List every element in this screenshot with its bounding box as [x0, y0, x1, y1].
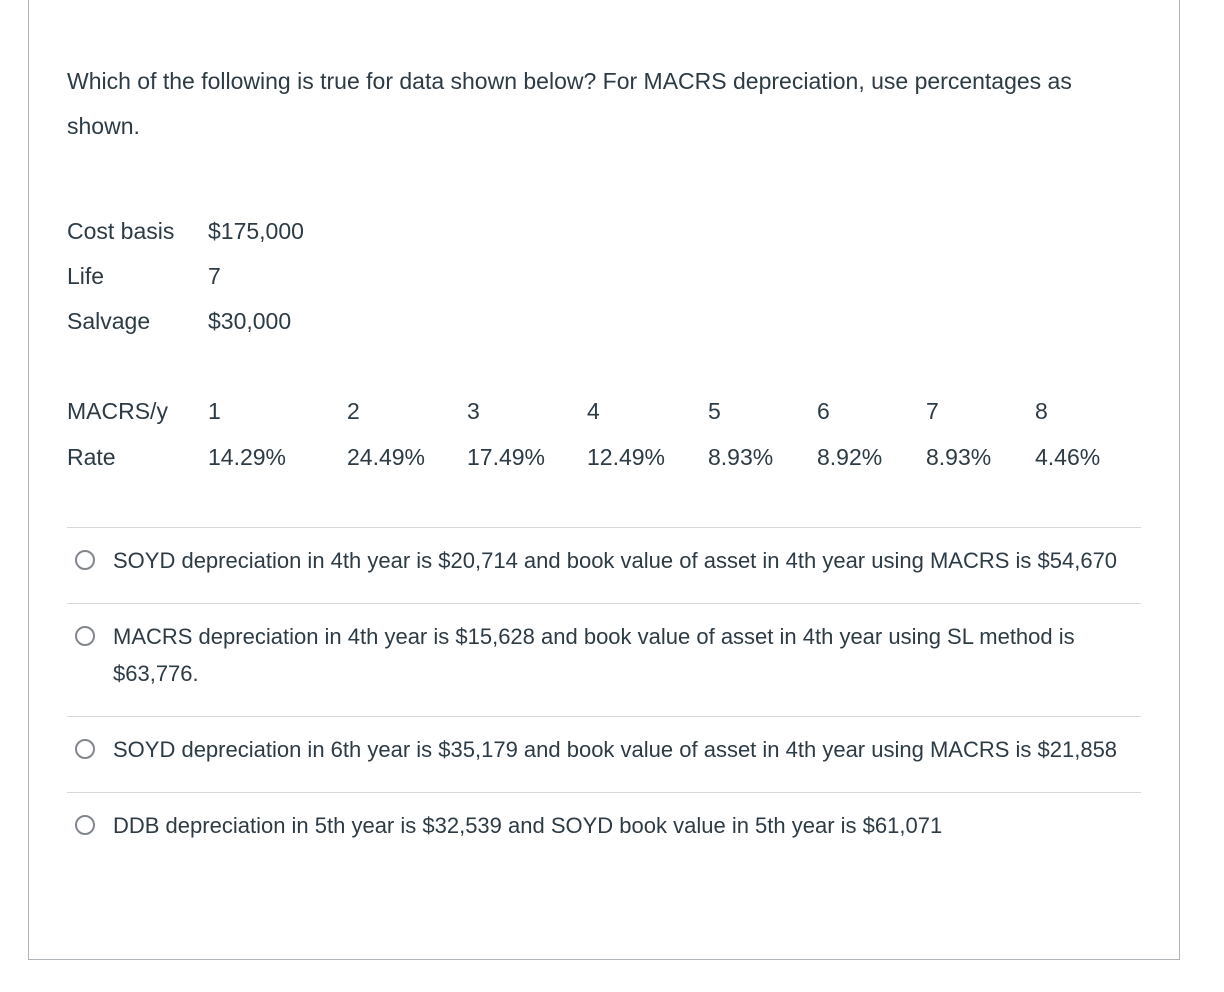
macrs-rate-4: 12.49%	[587, 444, 666, 470]
cost-basis-value: $175,000	[208, 218, 304, 244]
question-text: Which of the following is true for data …	[67, 68, 1072, 139]
macrs-rate-7: 8.93%	[926, 444, 992, 470]
radio-button-icon[interactable]	[75, 815, 95, 835]
macrs-year-2: 2	[347, 398, 360, 424]
macrs-year-3: 3	[467, 398, 480, 424]
life-value: 7	[208, 263, 221, 289]
macrs-year-4: 4	[587, 398, 600, 424]
answer-option-4-label: DDB depreciation in 5th year is $32,539 …	[113, 813, 943, 838]
answer-option-1[interactable]: SOYD depreciation in 4th year is $20,714…	[67, 527, 1141, 603]
answer-option-3[interactable]: SOYD depreciation in 6th year is $35,179…	[67, 716, 1141, 792]
salvage-value: $30,000	[208, 308, 292, 334]
macrs-rate-8: 4.46%	[1035, 444, 1101, 470]
macrs-year-7: 7	[926, 398, 939, 424]
given-row-cost-basis: Cost basis $175,000	[67, 209, 1141, 254]
macrs-year-8: 8	[1035, 398, 1048, 424]
macrs-year-row: MACRS/y 1 2 3 4 5 6 7 8	[67, 388, 1141, 434]
answer-option-2-label: MACRS depreciation in 4th year is $15,62…	[113, 624, 1075, 686]
salvage-label: Salvage	[67, 308, 151, 334]
macrs-rate-row: Rate 14.29% 24.49% 17.49% 12.49% 8.93% 8…	[67, 434, 1141, 480]
radio-button-icon[interactable]	[75, 626, 95, 646]
answer-option-1-label: SOYD depreciation in 4th year is $20,714…	[113, 548, 1118, 573]
answer-option-4[interactable]: DDB depreciation in 5th year is $32,539 …	[67, 792, 1141, 868]
given-data-table: Cost basis $175,000 Life 7 Salvage $30,0…	[67, 209, 1141, 344]
macrs-rate-3: 17.49%	[467, 444, 546, 470]
macrs-rate-1: 14.29%	[208, 444, 287, 470]
radio-button-icon[interactable]	[75, 739, 95, 759]
answer-options-list: SOYD depreciation in 4th year is $20,714…	[67, 527, 1141, 868]
macrs-year-1: 1	[208, 398, 221, 424]
macrs-year-5: 5	[708, 398, 721, 424]
macrs-rate-5: 8.93%	[708, 444, 774, 470]
life-label: Life	[67, 263, 105, 289]
radio-button-icon[interactable]	[75, 550, 95, 570]
question-card-body: Which of the following is true for data …	[29, 59, 1179, 868]
macrs-rate-table: MACRS/y 1 2 3 4 5 6 7 8 Rate 14.29% 24.4…	[67, 388, 1141, 480]
macrs-rate-row-label: Rate	[67, 444, 116, 470]
macrs-year-row-label: MACRS/y	[67, 398, 168, 424]
question-card: Which of the following is true for data …	[28, 0, 1180, 960]
answer-option-3-label: SOYD depreciation in 6th year is $35,179…	[113, 737, 1118, 762]
macrs-year-6: 6	[817, 398, 830, 424]
cost-basis-label: Cost basis	[67, 218, 175, 244]
given-row-life: Life 7	[67, 254, 1141, 299]
given-row-salvage: Salvage $30,000	[67, 299, 1141, 344]
macrs-rate-2: 24.49%	[347, 444, 426, 470]
macrs-rate-6: 8.92%	[817, 444, 883, 470]
answer-option-2[interactable]: MACRS depreciation in 4th year is $15,62…	[67, 603, 1141, 716]
